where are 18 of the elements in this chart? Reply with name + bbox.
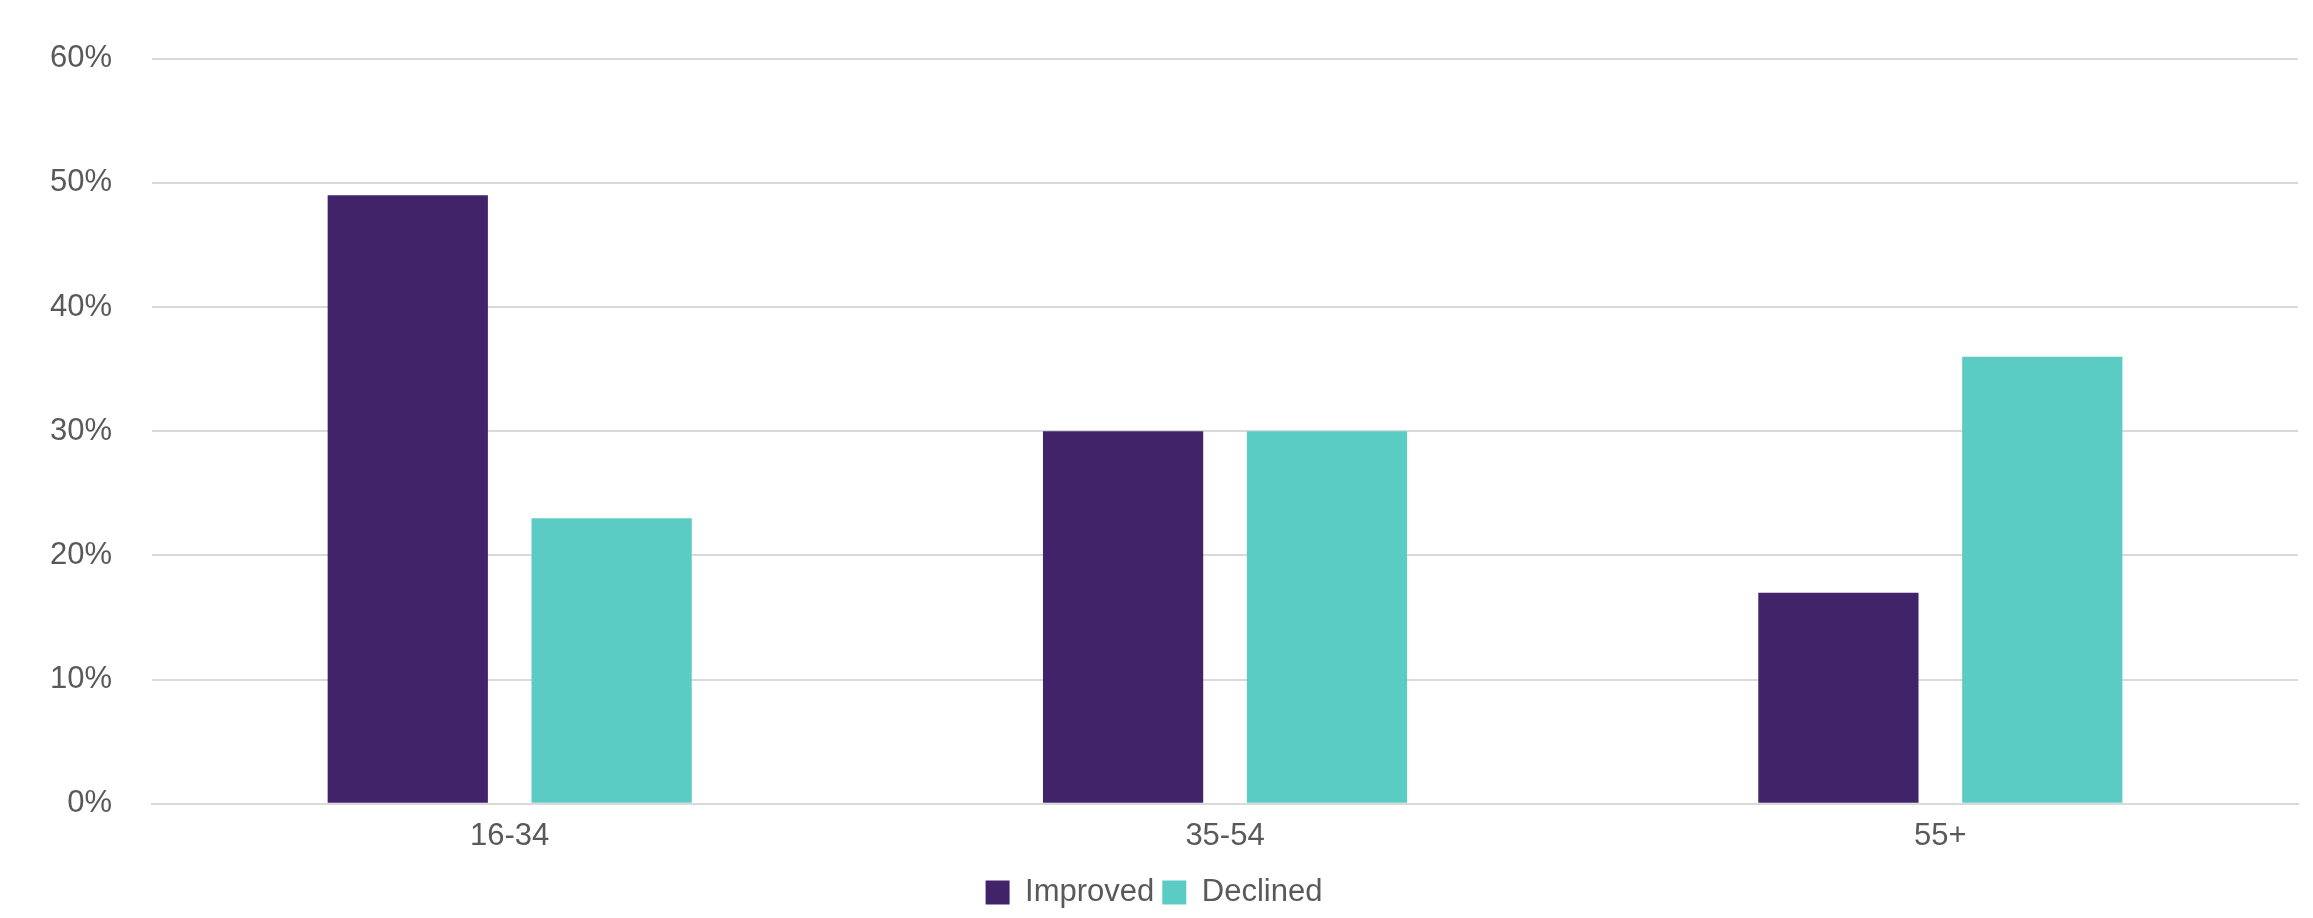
legend-label: Declined [1201,873,1323,909]
x-tick-label: 16-34 [470,816,550,852]
y-tick-label: 50% [50,163,113,199]
bar [1962,356,2123,803]
y-tick-label: 40% [50,287,113,323]
legend-label: Improved [1025,873,1155,909]
y-tick-label: 60% [50,39,113,75]
bar [1758,592,1919,803]
x-tick-label: 35-54 [1185,816,1265,852]
x-tick-label: 55+ [1914,816,1967,852]
bar [327,195,488,803]
y-tick-label: 0% [67,784,113,820]
bar [1246,431,1408,803]
bar [1042,431,1204,803]
y-tick-label: 10% [50,660,113,696]
bar [531,518,692,803]
y-tick-label: 20% [50,535,113,571]
y-tick-label: 30% [50,411,113,447]
